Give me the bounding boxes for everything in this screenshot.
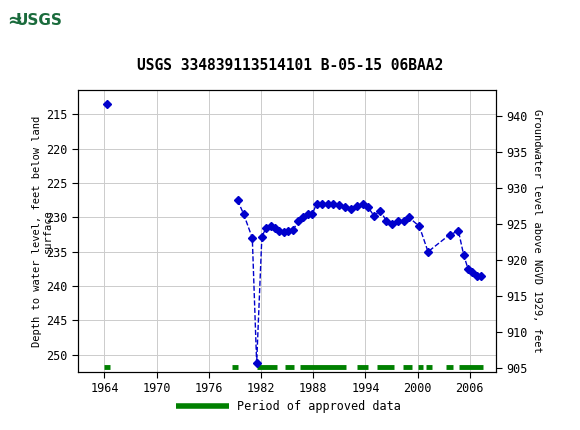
Text: ≈: ≈ [8,12,23,29]
Text: Period of approved data: Period of approved data [237,400,401,413]
Text: USGS 334839113514101 B-05-15 06BAA2: USGS 334839113514101 B-05-15 06BAA2 [137,58,443,73]
FancyBboxPatch shape [3,3,78,37]
Text: USGS: USGS [16,13,63,28]
Y-axis label: Groundwater level above NGVD 1929, feet: Groundwater level above NGVD 1929, feet [532,109,542,353]
Y-axis label: Depth to water level, feet below land
surface: Depth to water level, feet below land su… [31,116,53,347]
